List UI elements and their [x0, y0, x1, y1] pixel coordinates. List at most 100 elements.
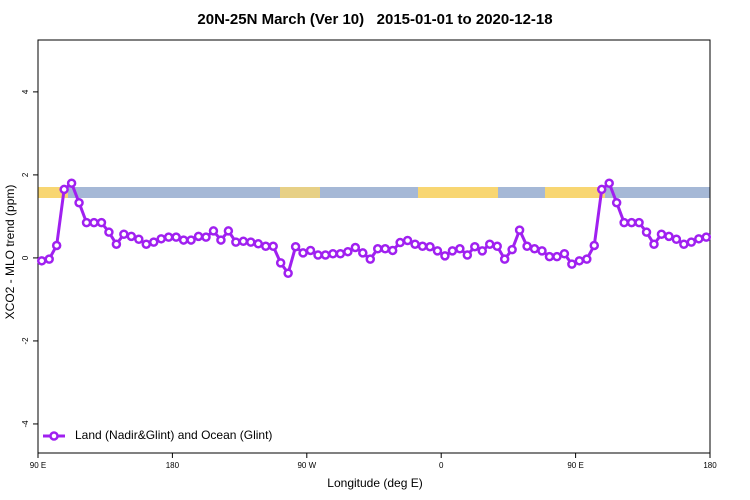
data-point [66, 178, 77, 188]
x-tick-label: 180 [166, 461, 180, 470]
data-point [701, 232, 712, 242]
x-tick-label: 0 [439, 461, 444, 470]
data-point [36, 256, 47, 266]
data-point [462, 250, 473, 260]
data-point [589, 240, 600, 251]
data-point [694, 234, 704, 244]
x-tick-label: 90 E [30, 461, 46, 470]
data-point [208, 226, 219, 236]
data-point [634, 217, 644, 228]
plot-frame [37, 39, 711, 454]
land-patch [418, 187, 498, 198]
x-tick-label: 90 W [297, 461, 316, 470]
data-point [552, 251, 562, 262]
data-point [507, 244, 517, 255]
data-point [477, 246, 488, 256]
data-point [470, 241, 480, 252]
data-point [186, 235, 196, 245]
data-point [671, 234, 682, 244]
data-point [111, 239, 122, 249]
data-point [425, 241, 435, 252]
data-point [686, 237, 697, 247]
data-point [238, 236, 249, 247]
y-tick-label: 4 [21, 89, 30, 94]
data-point [596, 184, 607, 195]
data-point [163, 232, 174, 242]
data-point [574, 256, 585, 266]
data-point [171, 232, 181, 242]
data-point [283, 268, 293, 279]
legend-label: Land (Nadir&Glint) and Ocean (Glint) [75, 428, 272, 442]
data-point [134, 234, 144, 244]
data-point [410, 239, 420, 249]
data-point [313, 250, 323, 260]
data-point [484, 239, 495, 249]
data-point [320, 250, 331, 260]
data-point [260, 241, 271, 252]
data-point [126, 231, 137, 242]
data-point [567, 259, 577, 269]
land-patch [280, 187, 320, 198]
data-point [44, 254, 54, 264]
data-point [343, 246, 353, 257]
data-point [298, 248, 308, 258]
data-point [611, 197, 622, 208]
data-point [559, 249, 570, 259]
data-point [148, 237, 159, 247]
data-point [432, 246, 443, 256]
data-point [492, 241, 502, 252]
data-point [440, 251, 450, 261]
data-point [268, 241, 278, 252]
data-point [649, 239, 659, 249]
x-tick-label: 180 [703, 461, 717, 470]
data-point [59, 184, 69, 195]
data-point [141, 239, 152, 249]
data-point [679, 239, 689, 249]
land-patch [545, 187, 605, 198]
data-point [402, 235, 413, 246]
y-tick-label: -2 [21, 337, 30, 345]
data-point [96, 217, 107, 228]
data-point [395, 237, 405, 248]
data-point [604, 178, 614, 188]
data-point [619, 217, 629, 228]
data-point [455, 244, 465, 254]
data-point [529, 244, 540, 254]
data-point [328, 249, 338, 259]
data-point [231, 237, 241, 247]
data-point [447, 246, 458, 256]
data-point [305, 245, 316, 256]
data-point [253, 239, 264, 249]
data-point [582, 254, 592, 264]
y-axis-label: XCO2 - MLO trend (ppm) [3, 185, 17, 320]
data-point [335, 249, 346, 259]
data-point [514, 225, 525, 235]
data-point [656, 229, 667, 240]
data-point [201, 232, 211, 242]
data-point [365, 254, 376, 264]
data-point [51, 240, 62, 251]
data-point [246, 237, 256, 247]
y-tick-label: -4 [21, 420, 30, 428]
y-tick-label: 0 [21, 255, 30, 260]
data-point [522, 241, 532, 252]
data-point [537, 246, 547, 256]
data-point [372, 244, 383, 254]
ocean-band [38, 187, 710, 198]
data-point [275, 258, 286, 268]
map-strip [38, 187, 710, 198]
data-point [387, 245, 398, 256]
legend-marker [49, 431, 59, 441]
data-point [358, 248, 368, 258]
data-point [74, 197, 84, 208]
data-point [641, 227, 652, 237]
data-point [544, 251, 555, 262]
data-point [193, 231, 204, 242]
data-point [664, 231, 674, 242]
land-patch [38, 187, 68, 198]
x-tick-label: 90 E [567, 461, 583, 470]
data-point [350, 242, 361, 253]
chart-title: 20N-25N March (Ver 10) 2015-01-01 to 202… [197, 11, 552, 28]
data-point [499, 254, 510, 264]
